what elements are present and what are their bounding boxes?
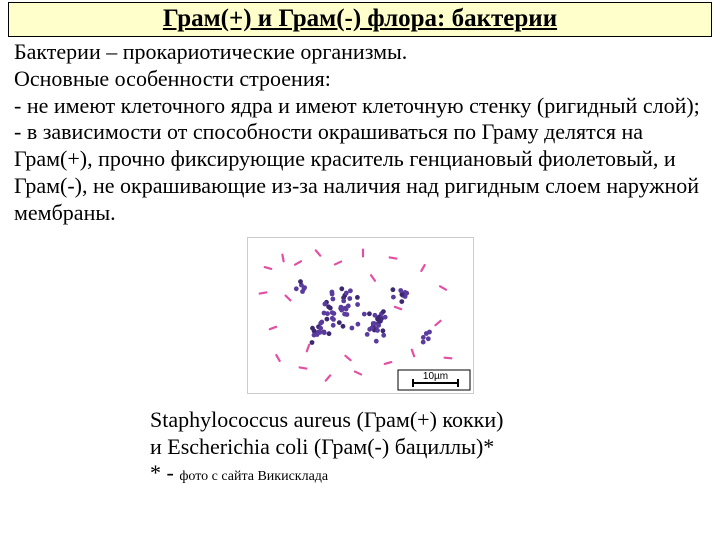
body-line-4: - в зависимости от способности окрашиват…	[14, 119, 708, 226]
footnote-text: фото с сайта Викисклада	[179, 469, 328, 484]
slide-title: Грам(+) и Грам(-) флора: бактерии	[163, 5, 557, 32]
figure-caption: Staphylococcus aureus (Грам(+) кокки) и …	[150, 407, 720, 487]
body-text: Бактерии – прокариотические организмы. О…	[14, 39, 708, 227]
body-line-3: - не имеют клеточного ядра и имеют клето…	[14, 93, 708, 120]
slide: Грам(+) и Грам(-) флора: бактерии Бактер…	[0, 2, 720, 542]
figure: 10µm	[0, 237, 720, 399]
footnote-marker: * -	[150, 460, 179, 485]
caption-footnote: * - фото с сайта Викисклада	[150, 460, 720, 487]
svg-text:10µm: 10µm	[422, 371, 447, 382]
micrograph-image: 10µm	[247, 237, 474, 394]
caption-line-2: и Escherichia coli (Грам(-) бациллы)*	[150, 434, 720, 461]
title-bar: Грам(+) и Грам(-) флора: бактерии	[8, 2, 712, 37]
body-line-2: Основные особенности строения:	[14, 66, 708, 93]
caption-line-1: Staphylococcus aureus (Грам(+) кокки)	[150, 407, 720, 434]
body-line-1: Бактерии – прокариотические организмы.	[14, 39, 708, 66]
